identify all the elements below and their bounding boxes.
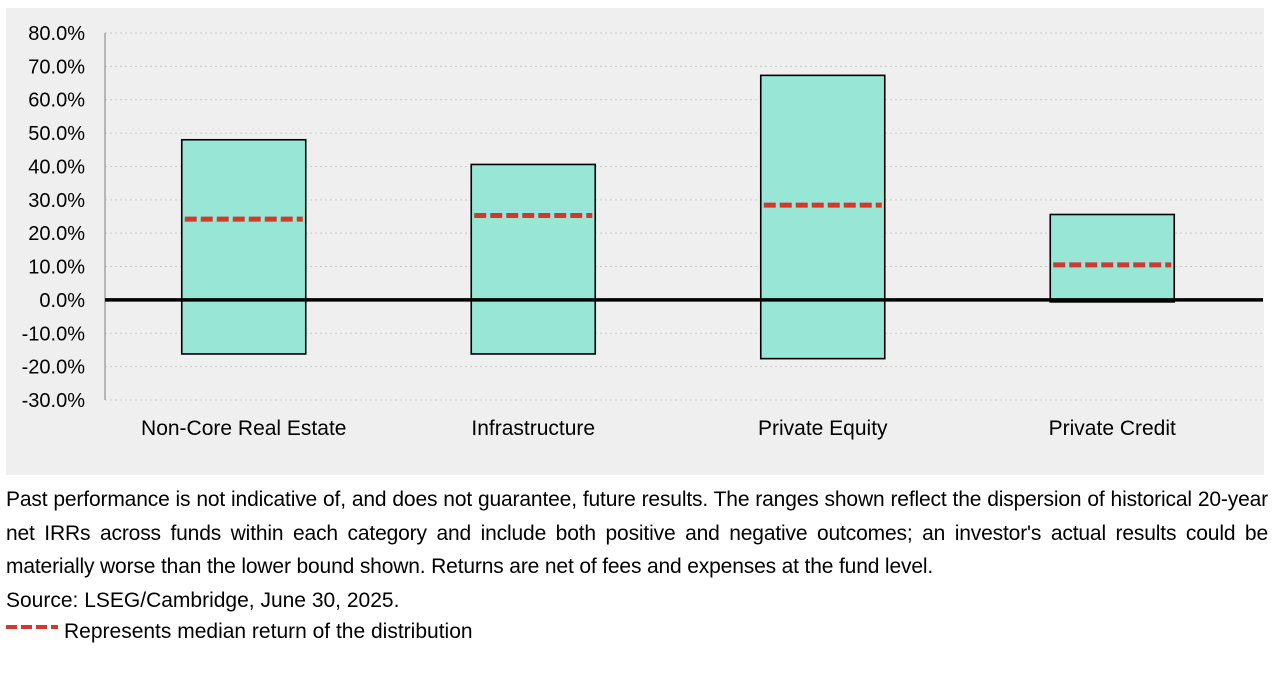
category-label: Private Equity xyxy=(758,417,888,440)
source-text: Source: LSEG/Cambridge, June 30, 2025. xyxy=(6,588,400,612)
y-tick-label: 40.0% xyxy=(28,156,85,178)
median-legend-icon xyxy=(6,624,58,629)
category-label: Infrastructure xyxy=(471,417,595,440)
chart-panel: 80.0% 70.0% 60.0% 50.0% 40.0% 30.0% 20.0% 10.0%… xyxy=(6,8,1264,475)
range-bar xyxy=(470,163,597,355)
y-tick-label: 50.0% xyxy=(28,123,85,145)
y-tick-label: 10.0% xyxy=(28,257,85,279)
disclaimer-text: Past performance is not indicative of, a… xyxy=(6,488,1268,578)
median-legend: Represents median return of the distribu… xyxy=(6,617,1268,647)
y-tick-label: 20.0% xyxy=(28,223,85,245)
y-tick-label: 60.0% xyxy=(28,90,85,112)
category-label: Private Credit xyxy=(1049,417,1176,440)
y-tick-label: 0.0% xyxy=(39,290,85,312)
notes: Past performance is not indicative of, a… xyxy=(6,483,1268,647)
category-label: Non-Core Real Estate xyxy=(141,417,346,440)
range-bar xyxy=(759,74,886,360)
median-legend-label: Represents median return of the distribu… xyxy=(64,619,473,643)
range-bar xyxy=(1049,213,1176,303)
y-tick-label: -30.0% xyxy=(22,390,86,412)
y-tick-label: -10.0% xyxy=(22,323,86,345)
range-bar xyxy=(180,138,307,355)
y-tick-label: 30.0% xyxy=(28,190,85,212)
y-tick-label: 70.0% xyxy=(28,56,85,78)
y-tick-label: 80.0% xyxy=(28,23,85,45)
y-tick-label: -20.0% xyxy=(22,357,86,379)
range-bar-chart: 80.0% 70.0% 60.0% 50.0% 40.0% 30.0% 20.0% 10.0%… xyxy=(22,23,1263,440)
